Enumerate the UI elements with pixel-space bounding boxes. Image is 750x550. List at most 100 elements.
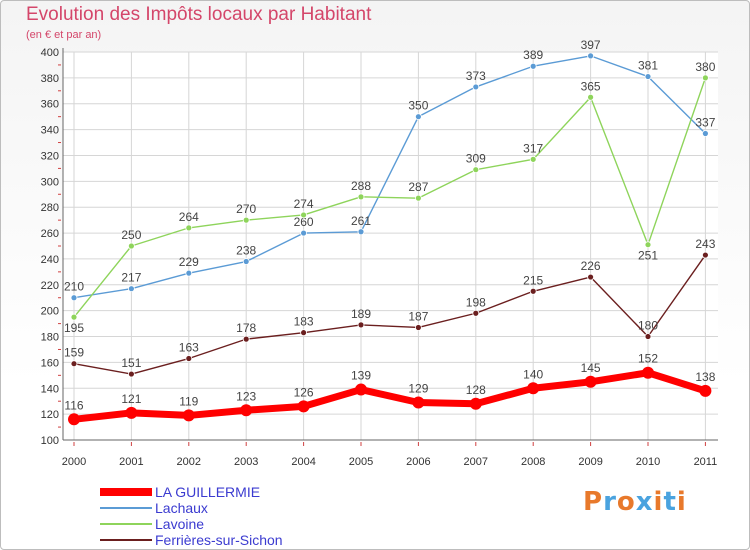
y-tick-label: 180 xyxy=(41,332,59,344)
logo-letter: i xyxy=(653,487,664,517)
data-label-la-guillermie: 128 xyxy=(466,383,486,397)
x-tick-label: 2006 xyxy=(406,456,430,468)
data-label-lavoine: 251 xyxy=(638,249,658,263)
data-point-la-guillermie xyxy=(699,384,712,397)
data-label-ferri-res-sur-sichon: 187 xyxy=(408,309,428,323)
data-label-lachaux: 389 xyxy=(523,48,543,62)
data-label-la-guillermie: 121 xyxy=(121,392,141,406)
proxiti-logo: Proxiti xyxy=(583,487,687,517)
data-point-lachaux xyxy=(472,83,480,91)
data-label-lavoine: 288 xyxy=(351,179,371,193)
data-point-ferri-res-sur-sichon xyxy=(242,335,250,343)
data-point-lavoine xyxy=(702,74,709,82)
data-label-la-guillermie: 145 xyxy=(581,361,601,375)
data-label-lachaux: 229 xyxy=(179,255,199,269)
data-point-ferri-res-sur-sichon xyxy=(414,324,422,331)
data-label-ferri-res-sur-sichon: 215 xyxy=(523,273,543,287)
data-label-lavoine: 309 xyxy=(466,152,486,166)
data-label-lachaux: 210 xyxy=(64,280,84,294)
y-tick-label: 280 xyxy=(41,202,59,214)
y-tick-label: 140 xyxy=(41,383,59,395)
legend-swatch-lachaux xyxy=(100,507,152,509)
data-point-la-guillermie xyxy=(297,400,310,413)
y-tick-label: 380 xyxy=(41,73,59,85)
data-point-ferri-res-sur-sichon xyxy=(644,333,652,340)
data-point-lavoine xyxy=(529,155,537,163)
x-tick-label: 2007 xyxy=(464,456,488,468)
data-label-ferri-res-sur-sichon: 226 xyxy=(581,259,601,273)
data-label-lavoine: 264 xyxy=(179,210,199,224)
data-point-ferri-res-sur-sichon xyxy=(185,355,193,362)
data-point-lavoine xyxy=(357,193,365,201)
data-label-lavoine: 380 xyxy=(695,60,715,74)
data-point-ferri-res-sur-sichon xyxy=(70,360,78,368)
plot-area xyxy=(63,52,718,440)
data-point-ferri-res-sur-sichon xyxy=(357,321,365,329)
x-tick-label: 2005 xyxy=(349,456,373,468)
data-point-lavoine xyxy=(185,224,193,232)
data-point-la-guillermie xyxy=(642,366,654,379)
y-tick-label: 360 xyxy=(41,99,59,111)
data-label-lachaux: 381 xyxy=(638,59,658,73)
data-point-la-guillermie xyxy=(240,404,253,417)
data-point-lachaux xyxy=(300,229,308,237)
legend-swatch-ferrieres-sur-sichon xyxy=(100,539,152,541)
data-point-lachaux xyxy=(414,113,422,121)
data-point-lavoine xyxy=(414,194,422,202)
x-tick-label: 2008 xyxy=(521,456,545,468)
data-label-lachaux: 238 xyxy=(236,244,256,258)
legend: LA GUILLERMIE Lachaux Lavoine Ferrières-… xyxy=(100,484,283,548)
data-label-lavoine: 365 xyxy=(581,79,601,93)
data-label-la-guillermie: 119 xyxy=(179,394,198,408)
logo-letter: x xyxy=(635,487,654,517)
data-label-la-guillermie: 139 xyxy=(351,369,371,383)
data-label-lachaux: 397 xyxy=(581,38,601,52)
data-label-lavoine: 274 xyxy=(294,197,314,211)
data-label-la-guillermie: 138 xyxy=(695,370,715,384)
data-label-la-guillermie: 116 xyxy=(64,398,83,412)
y-tick-label: 260 xyxy=(41,228,59,240)
y-tick-label: 340 xyxy=(41,125,59,137)
data-label-ferri-res-sur-sichon: 183 xyxy=(294,315,314,329)
x-tick-label: 2001 xyxy=(119,456,143,468)
data-label-ferri-res-sur-sichon: 180 xyxy=(638,319,658,333)
data-point-la-guillermie xyxy=(527,382,540,395)
data-label-ferri-res-sur-sichon: 243 xyxy=(695,237,715,251)
series-line-ferri-res-sur-sichon xyxy=(73,254,707,375)
legend-label-lachaux: Lachaux xyxy=(155,500,208,516)
x-tick-label: 2003 xyxy=(234,456,258,468)
data-point-lavoine xyxy=(472,166,480,174)
chart-title: Evolution des Impôts locaux par Habitant xyxy=(26,4,372,25)
data-label-lavoine: 195 xyxy=(64,321,84,335)
data-point-lavoine xyxy=(587,93,594,101)
data-label-ferri-res-sur-sichon: 159 xyxy=(64,346,84,360)
y-tick-label: 120 xyxy=(41,409,59,421)
x-tick-label: 2004 xyxy=(291,456,315,468)
series-line-lachaux xyxy=(73,55,707,299)
data-point-lavoine xyxy=(644,241,652,249)
data-point-ferri-res-sur-sichon xyxy=(127,370,135,378)
data-label-la-guillermie: 152 xyxy=(638,352,658,366)
data-point-lavoine xyxy=(242,216,250,224)
logo-letter: i xyxy=(676,487,687,517)
y-tick-label: 200 xyxy=(41,306,59,318)
logo-letter: t xyxy=(663,487,677,517)
x-tick-label: 2002 xyxy=(177,456,201,468)
logo-letter: o xyxy=(616,487,636,517)
legend-label-lavoine: Lavoine xyxy=(155,516,205,532)
x-tick-label: 2011 xyxy=(694,456,718,468)
data-label-la-guillermie: 129 xyxy=(408,381,428,395)
series-line-lavoine xyxy=(73,77,707,318)
data-label-la-guillermie: 140 xyxy=(523,367,543,381)
data-point-lachaux xyxy=(357,228,365,236)
data-label-lachaux: 373 xyxy=(466,69,486,83)
legend-item-lachaux: Lachaux xyxy=(100,500,283,516)
y-tick-label: 160 xyxy=(41,357,59,369)
data-point-lavoine xyxy=(300,211,308,219)
data-label-lavoine: 317 xyxy=(523,141,543,155)
legend-label-ferrieres-sur-sichon: Ferrières-sur-Sichon xyxy=(155,532,283,548)
y-tick-label: 320 xyxy=(41,150,59,162)
x-tick-label: 2000 xyxy=(62,456,86,468)
y-tick-label: 300 xyxy=(41,176,59,188)
